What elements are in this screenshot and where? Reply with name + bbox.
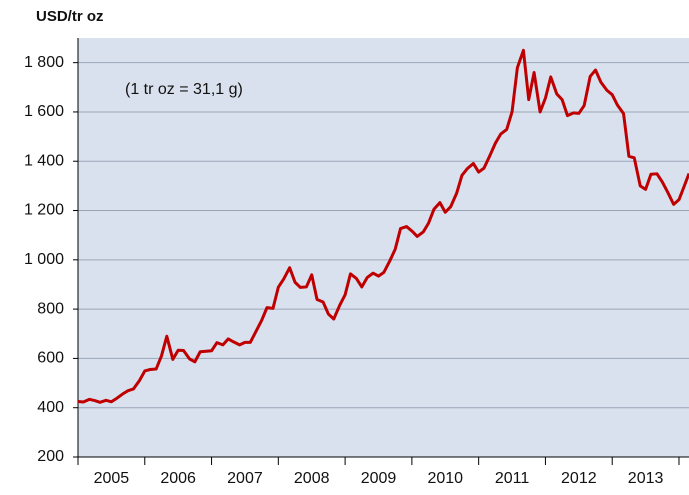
plot-area <box>78 38 689 457</box>
x-tick-label: 2013 <box>628 470 664 487</box>
y-tick-label: 1 200 <box>24 202 64 219</box>
y-tick-label: 400 <box>37 399 64 416</box>
y-tick-label: 600 <box>37 350 64 367</box>
x-tick-label: 2008 <box>294 470 330 487</box>
annotation: (1 tr oz = 31,1 g) <box>125 81 243 98</box>
price-line <box>77 48 689 404</box>
x-tick-label: 2007 <box>227 470 263 487</box>
x-tick-label: 2009 <box>361 470 397 487</box>
y-axis-label: USD/tr oz <box>36 8 104 25</box>
x-tick-label: 2006 <box>160 470 196 487</box>
x-tick-label: 2012 <box>561 470 597 487</box>
y-tick-label: 1 000 <box>24 251 64 268</box>
x-tick-label: 2005 <box>94 470 130 487</box>
y-tick-label: 200 <box>37 448 64 465</box>
y-tick-label: 800 <box>37 300 64 317</box>
y-tick-label: 1 600 <box>24 103 64 120</box>
y-tick-label: 1 800 <box>24 54 64 71</box>
y-tick-label: 1 400 <box>24 152 64 169</box>
x-tick-label: 2011 <box>495 470 530 487</box>
x-tick-label: 2010 <box>427 470 463 487</box>
